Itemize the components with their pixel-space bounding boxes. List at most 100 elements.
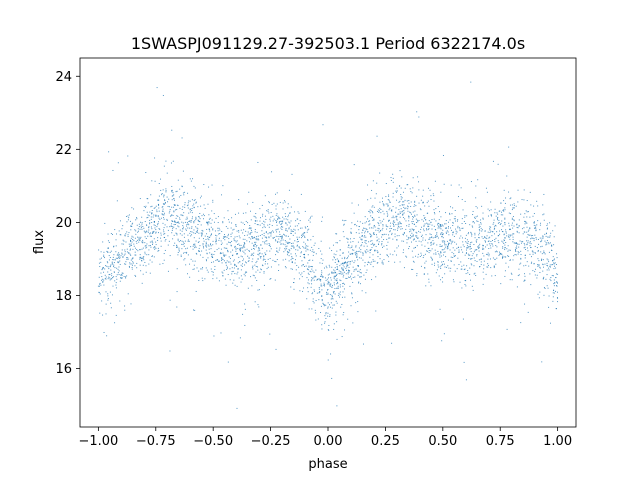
data-point xyxy=(235,265,237,267)
data-point xyxy=(208,228,210,230)
data-point xyxy=(290,232,292,234)
data-point xyxy=(431,257,433,259)
data-point xyxy=(430,285,432,287)
data-point xyxy=(176,190,178,192)
data-point xyxy=(137,250,139,252)
data-point xyxy=(260,217,262,219)
data-point xyxy=(168,240,170,242)
data-point xyxy=(258,254,260,256)
data-point xyxy=(167,205,169,207)
data-point xyxy=(423,225,425,227)
data-point xyxy=(516,243,518,245)
data-point xyxy=(177,221,179,223)
data-point xyxy=(490,258,491,260)
data-point xyxy=(278,217,280,219)
data-point xyxy=(430,221,432,223)
data-point xyxy=(513,225,515,227)
y-tick-label: 22 xyxy=(55,143,72,158)
x-axis-ticks: −1.00 −0.75 −0.50 −0.25 0.00 0.25 0.50 0.75 1.00 xyxy=(78,427,572,449)
data-point xyxy=(410,234,412,236)
data-point xyxy=(285,246,287,248)
data-point xyxy=(363,236,365,238)
data-point xyxy=(324,304,326,306)
data-point xyxy=(153,224,155,226)
data-point xyxy=(534,274,536,276)
data-point xyxy=(404,187,406,189)
data-point xyxy=(150,218,152,220)
data-point xyxy=(390,222,392,224)
data-point xyxy=(236,407,238,409)
data-point xyxy=(300,274,302,276)
data-point xyxy=(493,265,495,267)
data-point xyxy=(492,240,494,241)
data-point xyxy=(472,289,474,291)
data-point xyxy=(136,217,138,219)
data-point xyxy=(289,212,291,214)
data-point xyxy=(478,232,480,234)
data-point xyxy=(347,318,349,320)
data-point xyxy=(146,198,148,200)
data-point xyxy=(321,262,323,264)
data-point xyxy=(168,198,170,200)
data-point xyxy=(182,241,184,243)
data-point xyxy=(235,241,237,243)
data-point xyxy=(242,247,244,249)
data-point xyxy=(169,350,171,352)
data-point xyxy=(465,241,467,243)
data-point xyxy=(131,268,133,270)
data-point xyxy=(497,219,499,221)
data-point xyxy=(501,220,503,222)
data-point xyxy=(529,241,531,243)
data-point xyxy=(382,203,384,205)
data-point xyxy=(254,231,256,233)
data-point xyxy=(449,212,451,214)
data-point xyxy=(412,220,414,222)
data-point xyxy=(150,194,152,196)
data-point xyxy=(308,308,310,310)
data-point xyxy=(130,229,132,231)
data-point xyxy=(340,306,342,308)
data-point xyxy=(406,235,408,237)
data-point xyxy=(539,291,541,293)
data-point xyxy=(238,231,240,233)
data-point xyxy=(337,259,339,261)
data-point xyxy=(276,224,278,226)
data-point xyxy=(366,245,368,247)
data-point xyxy=(554,262,556,264)
data-point xyxy=(381,236,383,238)
data-point xyxy=(272,215,274,217)
data-point xyxy=(226,266,228,268)
data-point xyxy=(515,205,517,207)
data-point xyxy=(255,271,257,273)
data-point xyxy=(181,234,183,236)
data-point xyxy=(134,251,136,253)
data-point xyxy=(546,258,548,260)
data-point xyxy=(491,215,493,217)
data-point xyxy=(242,238,244,240)
data-point xyxy=(304,243,306,245)
data-point xyxy=(263,258,265,260)
data-point xyxy=(312,292,314,294)
data-point xyxy=(277,251,279,253)
y-tick-label: 20 xyxy=(55,216,72,231)
data-point xyxy=(329,266,331,268)
data-point xyxy=(376,234,377,236)
data-point xyxy=(99,266,101,268)
data-point xyxy=(457,196,459,198)
data-point xyxy=(269,258,271,260)
data-point xyxy=(202,244,204,246)
data-point xyxy=(190,235,192,237)
data-point xyxy=(103,254,105,256)
data-point xyxy=(223,247,225,249)
data-point xyxy=(402,204,404,206)
data-point xyxy=(378,210,380,212)
data-point xyxy=(352,252,354,254)
data-point xyxy=(278,216,280,218)
data-point xyxy=(209,236,211,238)
data-point xyxy=(350,278,352,280)
data-point xyxy=(242,263,244,265)
data-point xyxy=(334,257,336,259)
data-point xyxy=(132,239,134,241)
data-point xyxy=(341,257,343,259)
data-point xyxy=(351,222,353,224)
